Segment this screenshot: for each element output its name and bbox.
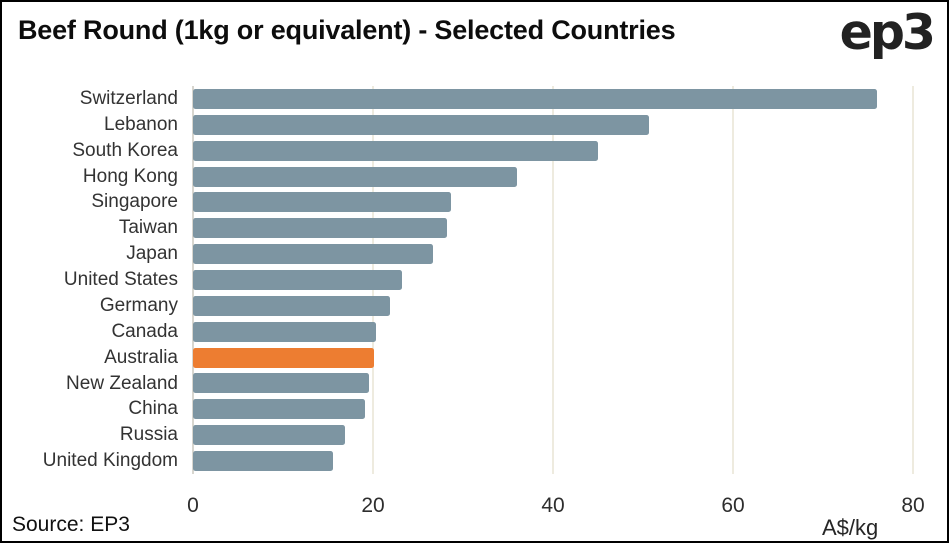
gridline-x-40 xyxy=(552,86,554,474)
chart-title: Beef Round (1kg or equivalent) - Selecte… xyxy=(18,15,676,45)
country-label-australia: Australia xyxy=(104,346,178,368)
x-tick-label-80: 80 xyxy=(901,494,925,517)
country-label-china: China xyxy=(128,398,178,420)
country-label-lebanon: Lebanon xyxy=(104,113,178,135)
bar-japan xyxy=(193,244,434,265)
bar-germany xyxy=(193,295,391,316)
plot-area xyxy=(192,86,921,474)
ep3-logo: ep3 xyxy=(839,4,936,61)
country-label-singapore: Singapore xyxy=(91,191,178,213)
bar-lebanon xyxy=(193,114,650,135)
country-label-new-zealand: New Zealand xyxy=(66,372,178,394)
bar-canada xyxy=(193,321,376,342)
x-tick-label-0: 0 xyxy=(187,494,199,517)
x-tick-label-20: 20 xyxy=(361,494,385,517)
x-axis-unit-label: A$/kg xyxy=(822,515,879,540)
country-label-south-korea: South Korea xyxy=(72,139,178,161)
country-label-hong-kong: Hong Kong xyxy=(82,165,178,187)
bar-united-states xyxy=(193,270,402,290)
country-label-taiwan: Taiwan xyxy=(118,217,178,239)
gridline-x-60 xyxy=(732,86,734,474)
country-label-russia: Russia xyxy=(119,424,178,446)
gridline-x-80 xyxy=(912,86,914,474)
bar-hong-kong xyxy=(193,166,517,187)
country-label-switzerland: Switzerland xyxy=(79,88,178,109)
bar-singapore xyxy=(193,192,452,213)
bar-united-kingdom xyxy=(193,451,333,472)
y-axis-labels: Switzerland Lebanon South Korea Hong Kong Si… xyxy=(2,86,178,474)
country-label-united-states: United States xyxy=(63,269,178,291)
bar-south-korea xyxy=(193,140,598,161)
country-label-germany: Germany xyxy=(99,294,178,316)
bar-new-zealand xyxy=(193,373,369,394)
source-note: Source: EP3 xyxy=(12,513,130,536)
x-tick-label-60: 60 xyxy=(721,494,745,517)
bar-russia xyxy=(193,425,346,446)
x-tick-label-40: 40 xyxy=(541,494,565,517)
bar-taiwan xyxy=(193,218,447,239)
bar-switzerland xyxy=(193,88,877,109)
bar-australia xyxy=(193,347,374,368)
country-label-japan: Japan xyxy=(126,243,178,265)
country-label-canada: Canada xyxy=(111,320,178,342)
bar-china xyxy=(193,399,365,420)
country-label-united-kingdom: United Kingdom xyxy=(42,450,178,472)
